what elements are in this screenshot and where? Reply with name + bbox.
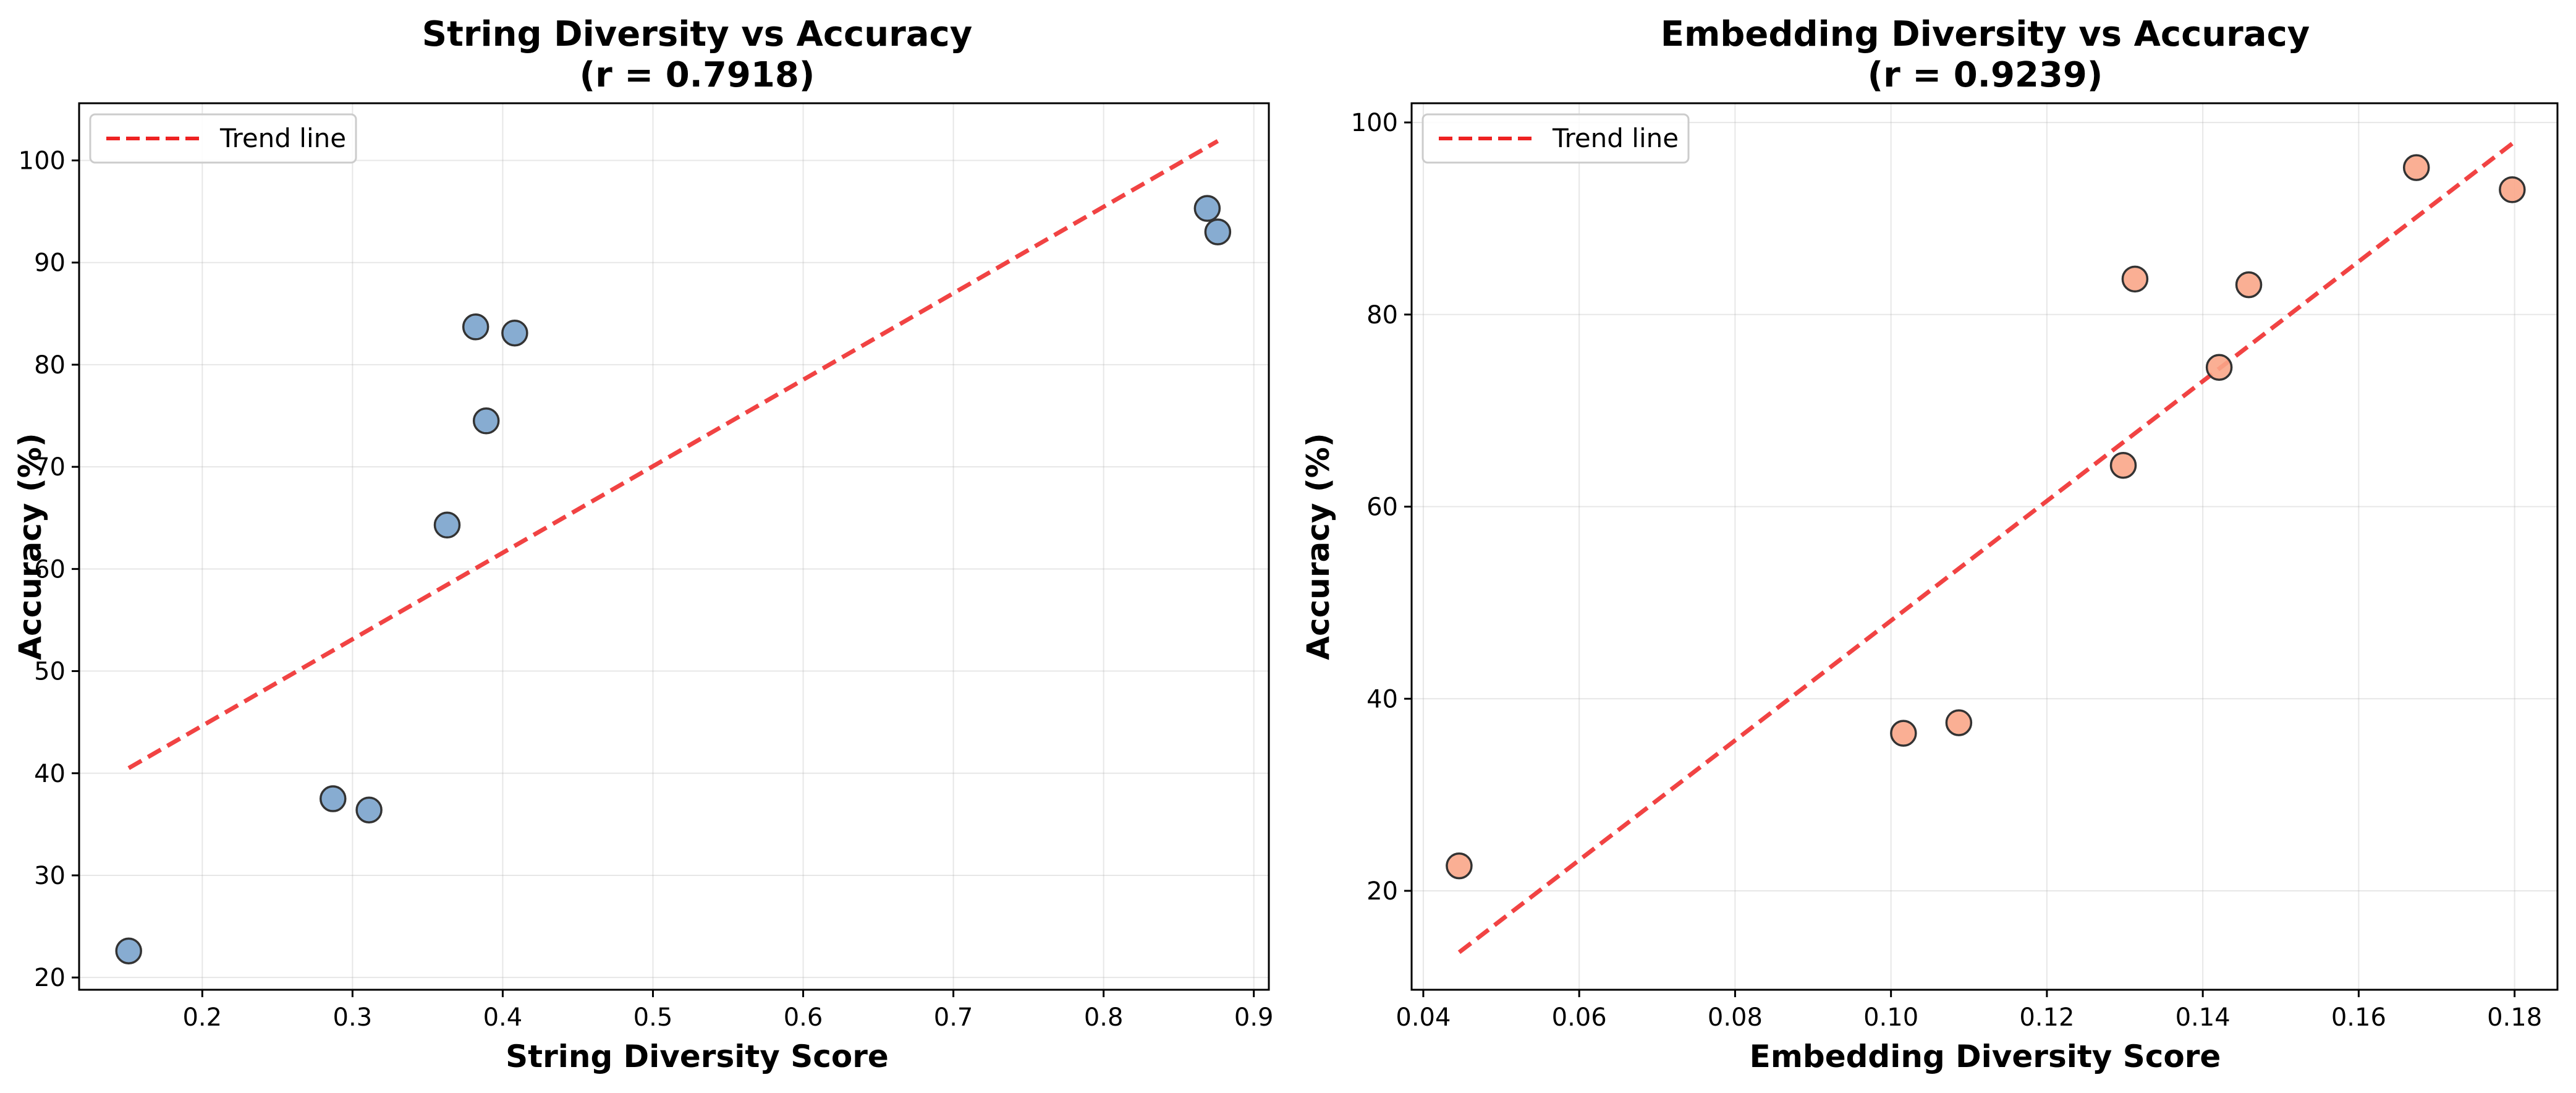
y-tick-label: 30: [34, 862, 66, 890]
y-tick-label: 60: [1366, 493, 1398, 522]
x-tick-label: 0.2: [182, 1003, 222, 1032]
y-tick-label: 100: [19, 147, 66, 176]
chart-title: Embedding Diversity vs Accuracy: [1661, 14, 2310, 54]
data-points: [115, 195, 1232, 964]
chart-subtitle: (r = 0.9239): [1868, 55, 2103, 95]
x-tick-label: 0.4: [483, 1003, 523, 1032]
x-tick-label: 0.3: [333, 1003, 373, 1032]
data-point: [433, 511, 461, 539]
data-point: [2121, 265, 2149, 293]
x-tick-label: 0.04: [1396, 1003, 1451, 1032]
data-point: [2499, 176, 2526, 203]
data-point: [472, 407, 500, 435]
data-point: [2235, 271, 2263, 299]
x-tick-label: 0.08: [1708, 1003, 1763, 1032]
y-axis-label: Accuracy (%): [1300, 433, 1336, 660]
plot-frame: [78, 102, 1270, 991]
x-axis-label: Embedding Diversity Score: [1750, 1039, 2221, 1074]
x-tick-label: 0.9: [1234, 1003, 1274, 1032]
y-tick-label: 100: [1351, 109, 1398, 137]
y-tick-label: 20: [1366, 877, 1398, 906]
x-tick-label: 0.14: [2176, 1003, 2231, 1032]
chart-string-diversity: String Diversity vs Accuracy (r = 0.7918…: [12, 14, 1274, 1074]
data-point: [1193, 195, 1221, 222]
data-point: [2402, 154, 2430, 181]
y-axis-ticks: 20 40 60 80 100: [1351, 109, 1412, 906]
trend-line: [127, 139, 1219, 770]
chart-subtitle: (r = 0.7918): [580, 55, 815, 95]
data-point: [320, 785, 347, 812]
x-axis-ticks: 0.2 0.3 0.4 0.5 0.6 0.7 0.8 0.9: [182, 990, 1274, 1032]
y-tick-label: 40: [34, 760, 66, 788]
data-point: [2205, 354, 2233, 381]
x-tick-label: 0.18: [2487, 1003, 2542, 1032]
x-tick-label: 0.8: [1084, 1003, 1124, 1032]
plot-frame: [1410, 102, 2559, 991]
y-tick-label: 40: [1366, 685, 1398, 713]
legend-box: [89, 113, 357, 164]
y-tick-label: 60: [34, 555, 66, 584]
x-tick-label: 0.7: [934, 1003, 973, 1032]
y-tick-label: 20: [34, 964, 66, 992]
y-tick-label: 80: [34, 351, 66, 380]
x-tick-label: 0.12: [2019, 1003, 2074, 1032]
y-tick-label: 50: [34, 658, 66, 686]
x-tick-label: 0.06: [1552, 1003, 1607, 1032]
y-axis-ticks: 20 30 40 50 60 70 80 90 100: [19, 147, 79, 992]
data-point: [1204, 218, 1232, 245]
legend: Trend line: [1421, 113, 1690, 164]
legend-label: Trend line: [1552, 123, 1679, 153]
data-point: [501, 319, 528, 347]
legend: Trend line: [89, 113, 357, 164]
data-point: [462, 313, 489, 341]
x-axis-ticks: 0.04 0.06 0.08 0.10 0.12 0.14 0.16 0.18: [1396, 990, 2542, 1032]
x-tick-label: 0.16: [2331, 1003, 2386, 1032]
data-point: [1890, 720, 1917, 747]
y-axis-label: Accuracy (%): [12, 433, 48, 660]
data-points: [1446, 154, 2526, 880]
y-tick-label: 80: [1366, 301, 1398, 330]
x-tick-label: 0.10: [1863, 1003, 1918, 1032]
legend-box: [1421, 113, 1690, 164]
data-point: [1945, 709, 1973, 736]
grid: [79, 103, 1269, 990]
data-point: [1446, 852, 1473, 880]
data-point: [2109, 451, 2137, 479]
y-tick-label: 90: [34, 249, 66, 278]
data-point: [355, 796, 383, 823]
x-tick-label: 0.5: [633, 1003, 673, 1032]
data-point: [115, 937, 142, 964]
grid: [1412, 103, 2557, 990]
x-axis-label: String Diversity Score: [506, 1039, 889, 1074]
chart-title: String Diversity vs Accuracy: [422, 14, 972, 54]
legend-label: Trend line: [219, 123, 346, 153]
chart-embedding-diversity: Embedding Diversity vs Accuracy (r = 0.9…: [1300, 14, 2559, 1074]
x-tick-label: 0.6: [784, 1003, 823, 1032]
y-tick-label: 70: [34, 453, 66, 482]
